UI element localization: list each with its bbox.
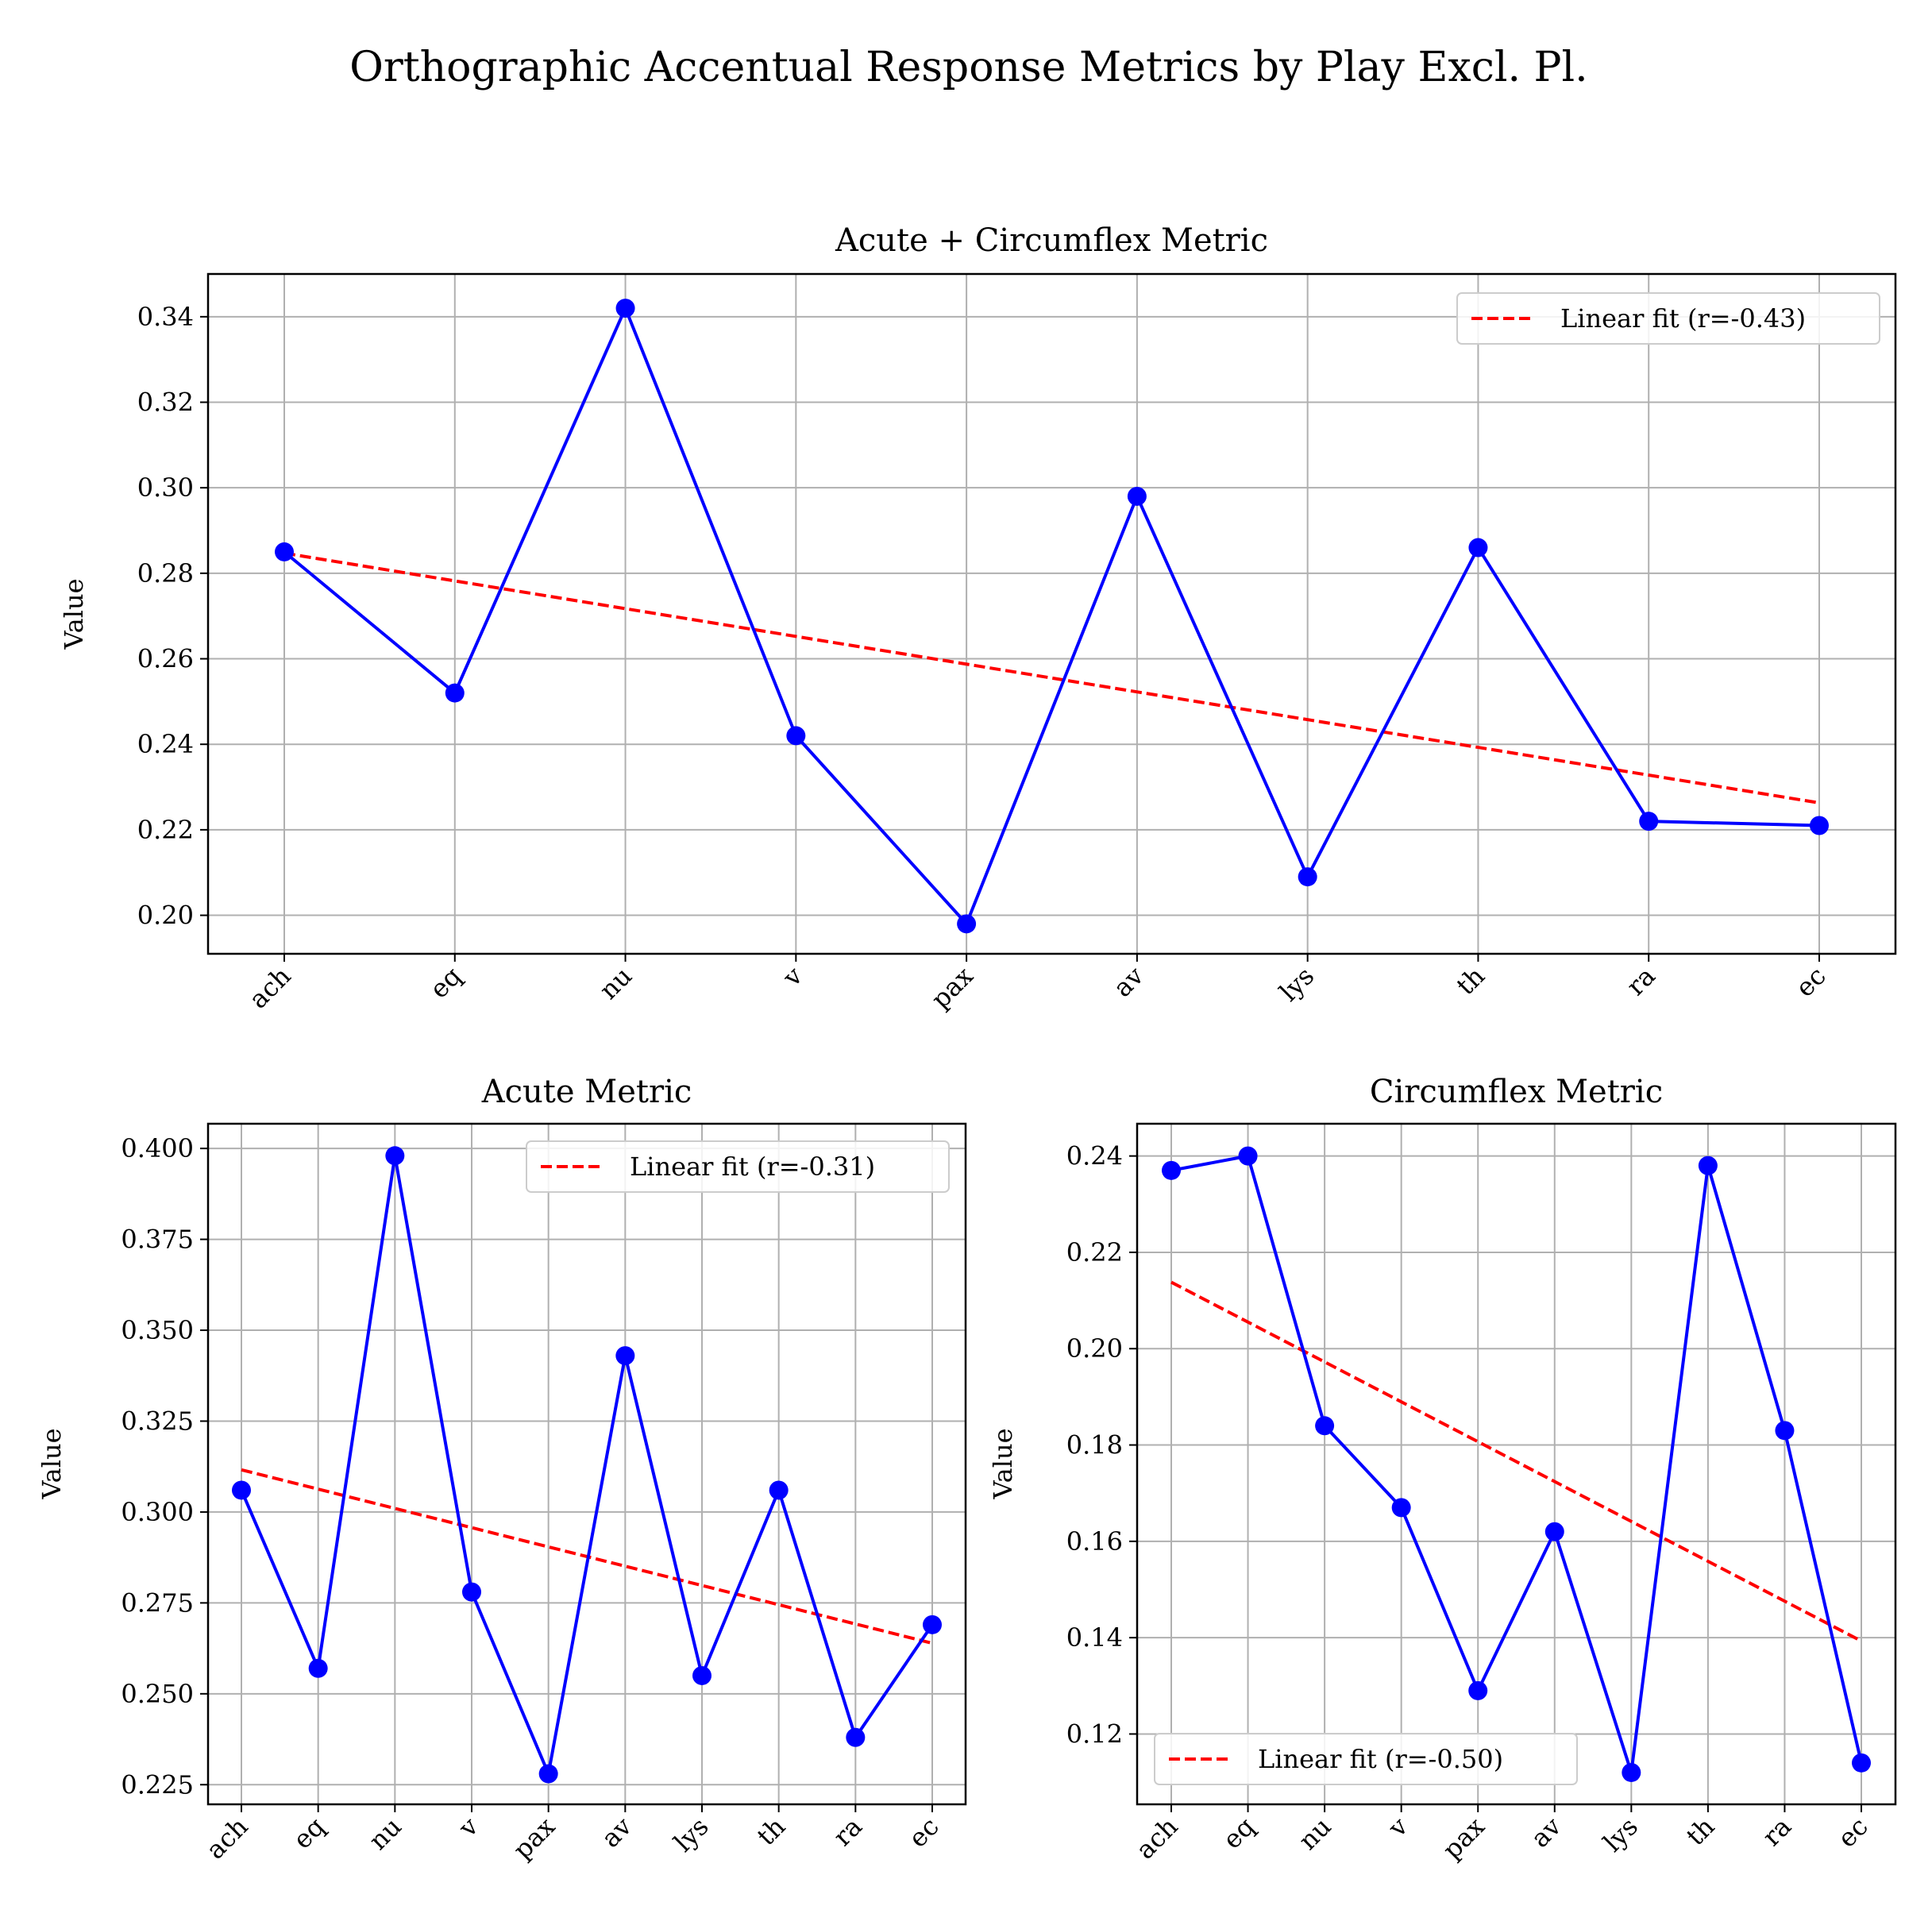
y-tick-label: 0.24 [1066,1141,1123,1171]
data-point [1544,1522,1564,1541]
data-point [1622,1762,1641,1782]
y-tick-label: 0.16 [1066,1526,1123,1557]
y-tick-label: 0.18 [1066,1430,1123,1460]
data-point [462,1582,481,1602]
data-point [957,914,977,934]
data-point [923,1615,942,1634]
data-point [538,1764,558,1784]
y-tick-label: 0.34 [137,302,194,332]
y-axis-label: Value [37,1428,67,1499]
data-point [1391,1498,1411,1518]
legend-label: Linear fit (r=-0.31) [630,1152,875,1182]
legend-box [1456,292,1880,345]
subplot-title: Acute + Circumflex Metric [835,222,1268,259]
y-tick-label: 0.20 [137,901,194,931]
legend: Linear fit (r=-0.50) [1154,1733,1578,1785]
y-tick-label: 0.28 [137,558,194,588]
data-point [615,299,635,318]
y-tick-label: 0.26 [137,644,194,674]
data-point [1298,867,1317,887]
legend-label: Linear fit (r=-0.50) [1258,1744,1503,1774]
subplot-title: Circumflex Metric [1370,1074,1663,1110]
series-line [1170,1154,1863,1774]
figure-title: Orthographic Accentual Response Metrics … [349,44,1587,91]
y-tick-label: 0.22 [137,815,194,845]
fit-line [1170,1280,1862,1643]
y-tick-label: 0.250 [121,1679,194,1709]
data-point [1315,1416,1335,1436]
data-point [308,1658,328,1678]
y-tick-label: 0.275 [121,1588,194,1618]
y-tick-label: 0.24 [137,729,194,759]
data-point [1775,1421,1795,1441]
series-line [240,1154,934,1776]
y-tick-label: 0.375 [121,1225,194,1255]
data-point [1162,1160,1181,1180]
subplot-title: Acute Metric [481,1074,692,1110]
data-point [232,1480,251,1500]
series-line [283,307,1820,926]
legend-label: Linear fit (r=-0.43) [1560,303,1806,334]
data-point [1238,1146,1258,1166]
y-tick-label: 0.22 [1066,1237,1123,1267]
axes-frame [206,1122,967,1806]
y-tick-label: 0.12 [1066,1719,1123,1749]
data-point [445,683,465,703]
y-tick-label: 0.32 [137,388,194,418]
y-tick-label: 0.400 [121,1133,194,1163]
y-tick-label: 0.30 [137,473,194,503]
y-axis-label: Value [59,578,89,650]
y-axis-label: Value [988,1428,1018,1499]
data-point [1810,816,1829,835]
data-point [769,1480,789,1500]
fit-line [283,551,1820,804]
legend: Linear fit (r=-0.31) [526,1140,950,1193]
axes-frame [206,272,1897,955]
legend-box [1154,1733,1578,1785]
data-point [615,1346,635,1366]
y-tick-label: 0.14 [1066,1622,1123,1653]
y-tick-label: 0.350 [121,1315,194,1345]
data-point [846,1727,866,1747]
y-tick-label: 0.225 [121,1769,194,1800]
data-point [1468,1680,1488,1700]
data-point [1639,812,1659,831]
legend-box [526,1140,950,1193]
legend: Linear fit (r=-0.43) [1456,292,1880,345]
y-tick-label: 0.325 [121,1406,194,1436]
data-point [786,726,806,746]
data-point [692,1665,711,1685]
data-point [1698,1155,1718,1175]
y-tick-label: 0.20 [1066,1333,1123,1364]
data-point [1852,1753,1871,1773]
data-point [385,1146,405,1166]
y-tick-label: 0.300 [121,1497,194,1527]
data-point [275,542,294,561]
data-point [1127,486,1147,506]
data-point [1468,538,1488,557]
axes-frame [1136,1122,1897,1806]
